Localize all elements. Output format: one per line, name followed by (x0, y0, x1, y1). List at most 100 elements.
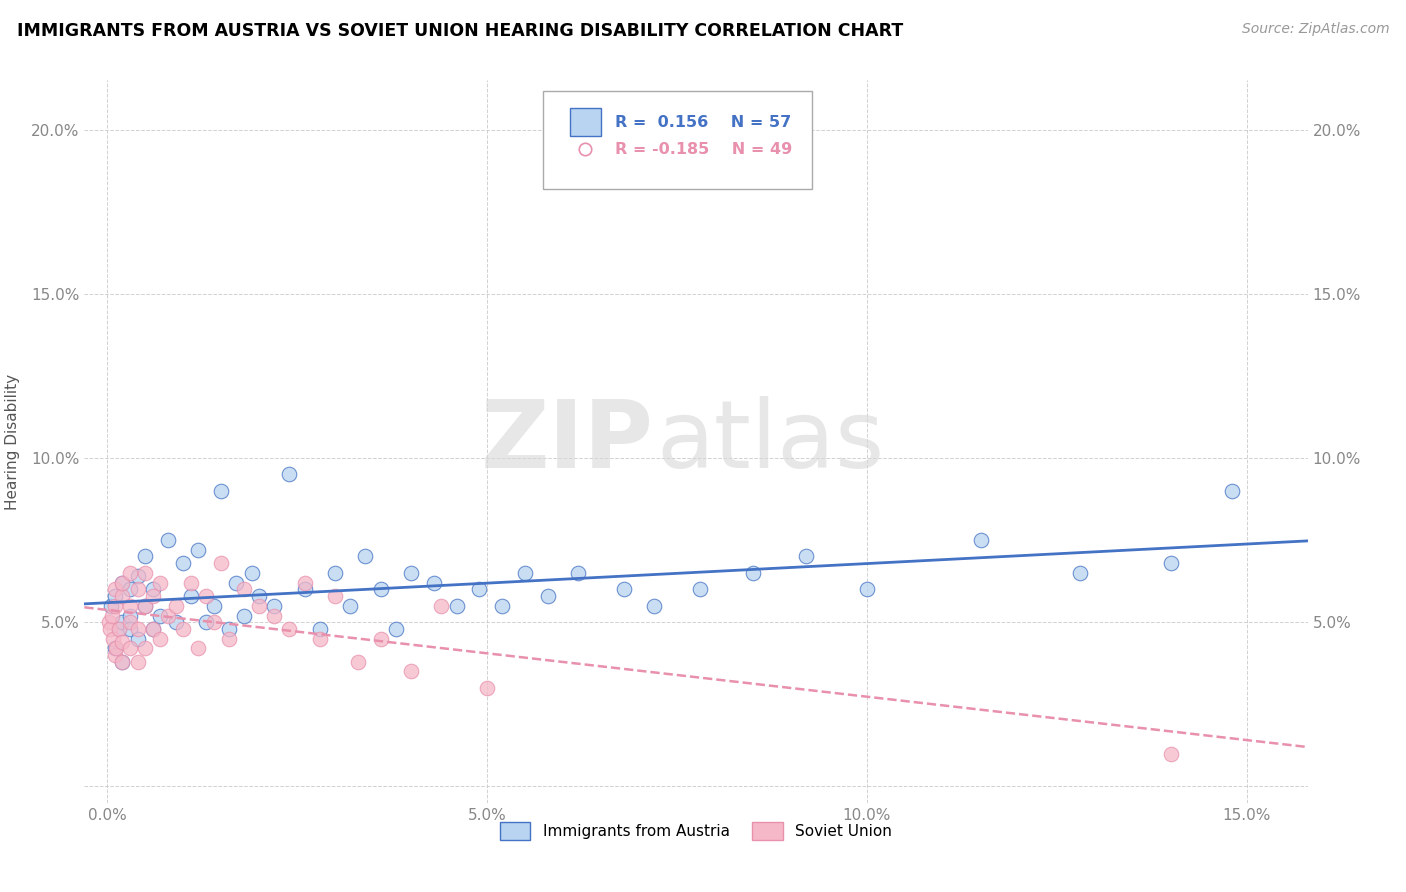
Point (430, 599, 453, 613)
Legend: Immigrants from Austria, Soviet Union: Immigrants from Austria, Soviet Union (494, 816, 898, 846)
Point (232, 582, 254, 597)
Point (111, 655, 134, 669)
FancyBboxPatch shape (569, 108, 600, 136)
Point (134, 641, 156, 656)
Point (194, 615, 217, 630)
Point (294, 582, 316, 597)
Point (423, 575, 446, 590)
Point (100, 599, 122, 613)
Point (856, 582, 879, 597)
Point (742, 566, 765, 580)
Point (127, 632, 149, 646)
Point (107, 622, 129, 636)
Point (165, 599, 187, 613)
Point (127, 569, 149, 583)
Point (111, 589, 134, 603)
Point (1220, 483, 1243, 498)
Point (370, 632, 392, 646)
Point (111, 655, 134, 669)
Point (399, 665, 422, 679)
Point (278, 622, 301, 636)
Point (104, 641, 127, 656)
Point (142, 582, 165, 597)
Point (118, 599, 141, 613)
Point (142, 589, 165, 603)
Point (172, 622, 194, 636)
Point (309, 622, 332, 636)
Point (1069, 566, 1091, 580)
FancyBboxPatch shape (543, 91, 813, 189)
Point (209, 556, 232, 570)
Point (202, 599, 225, 613)
Point (1160, 556, 1182, 570)
Point (278, 467, 301, 482)
Point (104, 589, 127, 603)
Point (149, 632, 172, 646)
Point (98, 622, 121, 636)
Point (134, 599, 156, 613)
Point (118, 641, 141, 656)
Point (263, 599, 285, 613)
Point (165, 615, 187, 630)
Point (218, 632, 240, 646)
Point (156, 608, 179, 623)
Point (111, 575, 134, 590)
Point (323, 589, 346, 603)
Point (339, 599, 361, 613)
Point (118, 608, 141, 623)
Point (347, 655, 370, 669)
Point (689, 582, 711, 597)
Point (209, 483, 232, 498)
Text: R = -0.185    N = 49: R = -0.185 N = 49 (616, 142, 793, 157)
Point (118, 615, 141, 630)
Point (149, 575, 172, 590)
Point (194, 589, 217, 603)
Point (180, 575, 202, 590)
Point (354, 549, 377, 564)
Point (247, 589, 270, 603)
Point (105, 641, 128, 656)
Point (537, 589, 560, 603)
Point (567, 566, 589, 580)
Point (643, 599, 665, 613)
Point (111, 575, 134, 590)
Point (142, 622, 165, 636)
Point (149, 608, 172, 623)
Text: atlas: atlas (657, 395, 884, 488)
Point (187, 641, 209, 656)
Point (399, 566, 422, 580)
Point (180, 589, 202, 603)
Point (104, 582, 127, 597)
Point (118, 566, 141, 580)
Point (475, 681, 498, 695)
Point (127, 622, 149, 636)
Point (118, 622, 141, 636)
Point (513, 566, 536, 580)
Point (118, 582, 141, 597)
Point (107, 622, 129, 636)
Point (127, 582, 149, 597)
Point (172, 556, 194, 570)
Point (134, 549, 156, 564)
Point (370, 582, 392, 597)
Point (202, 615, 225, 630)
Point (247, 599, 270, 613)
Point (225, 575, 247, 590)
Point (309, 632, 332, 646)
Point (446, 599, 468, 613)
Point (232, 608, 254, 623)
Point (104, 599, 127, 613)
Point (100, 608, 122, 623)
Point (240, 566, 263, 580)
Point (142, 622, 165, 636)
Point (156, 533, 179, 547)
Y-axis label: Hearing Disability: Hearing Disability (6, 374, 20, 509)
Point (187, 542, 209, 557)
Point (294, 575, 316, 590)
Point (323, 566, 346, 580)
Point (263, 608, 285, 623)
Point (104, 648, 127, 662)
Text: Source: ZipAtlas.com: Source: ZipAtlas.com (1241, 22, 1389, 37)
Text: ZIP: ZIP (481, 395, 654, 488)
Point (218, 622, 240, 636)
